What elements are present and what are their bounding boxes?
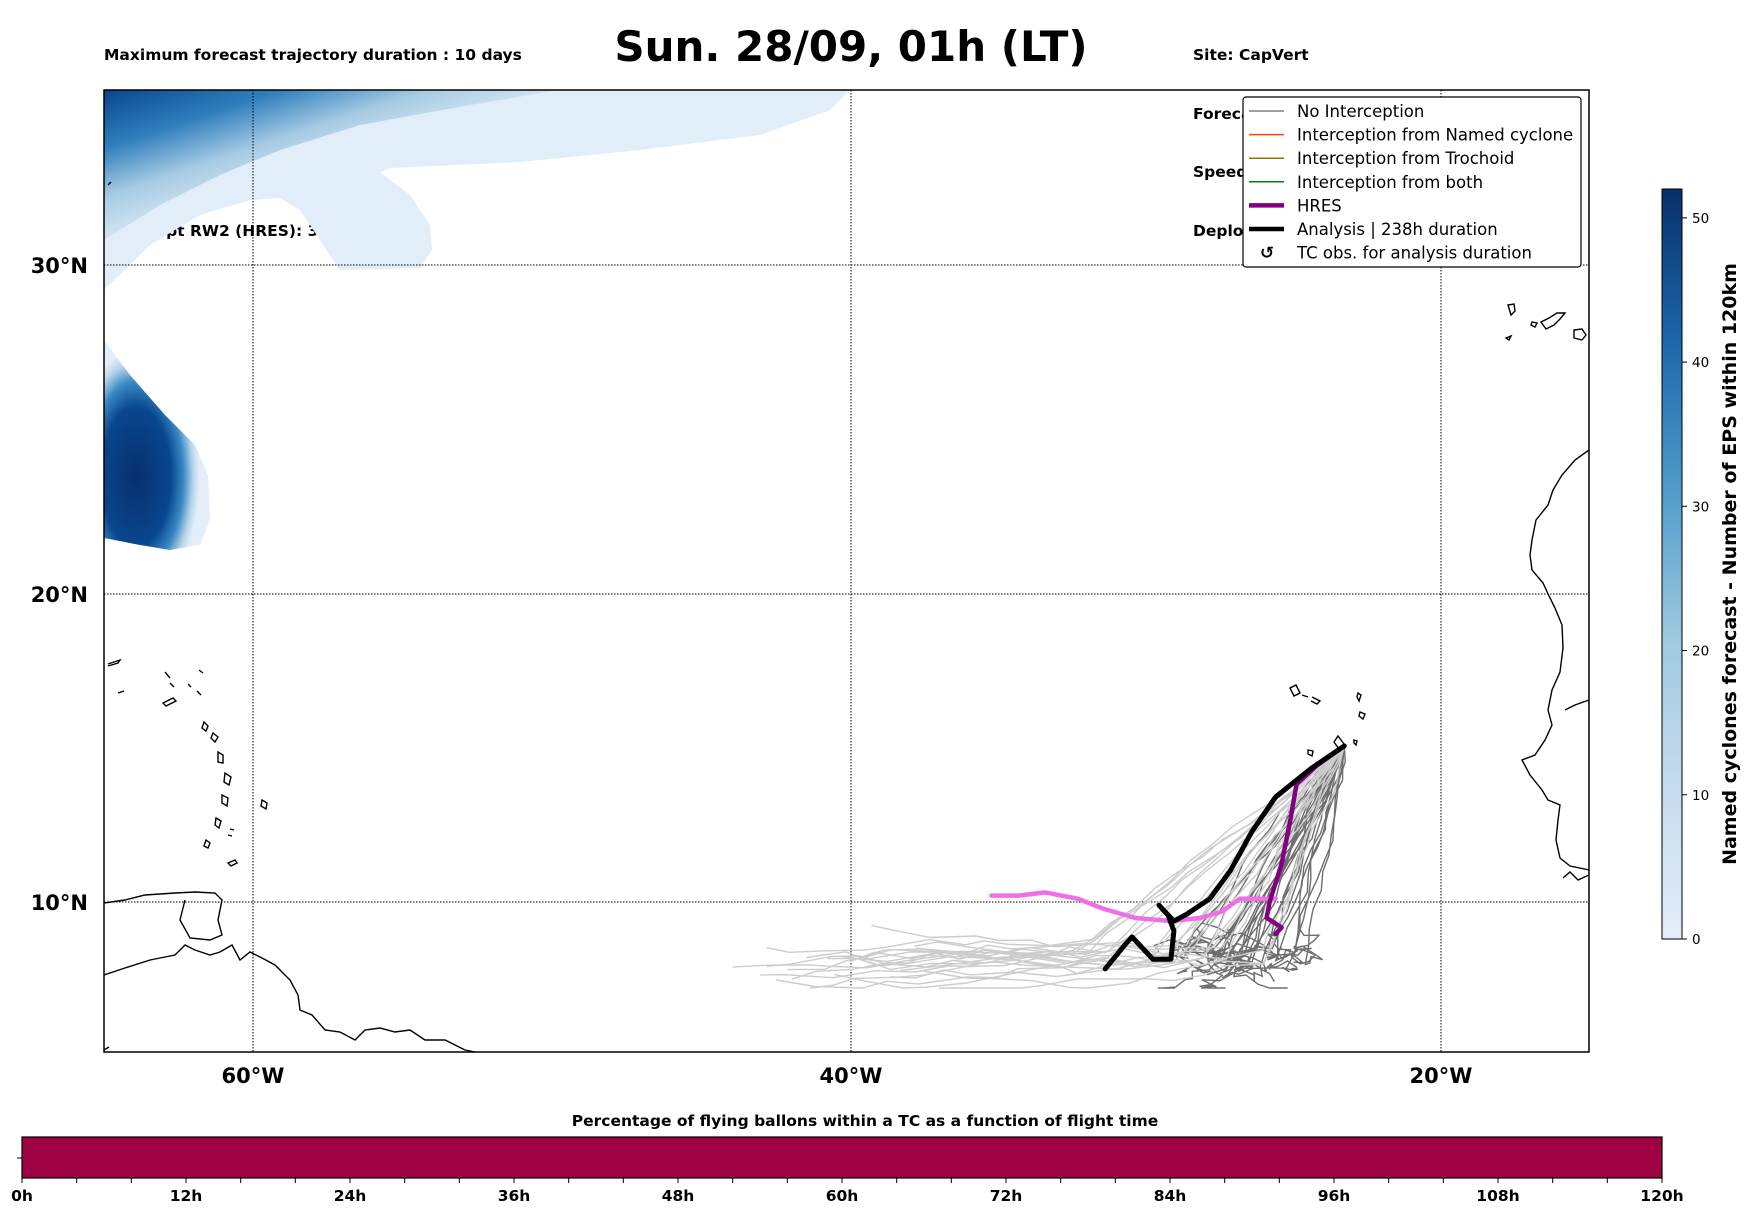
ensemble-trajectory [766,745,1345,954]
legend-label: Analysis | 238h duration [1297,220,1498,239]
legend-item: ↺ TC obs. for analysis duration [1260,244,1532,264]
percentage-bar-tick-label: 120h [1640,1187,1683,1205]
percentage-bar-tick-label: 84h [1154,1187,1187,1205]
ensemble-trajectory [1215,745,1345,973]
colorbar-tick-label: 20 [1692,644,1709,660]
hres-extension-trajectory [989,890,1278,924]
percentage-bar-tick-label: 72h [990,1187,1023,1205]
ensemble-trajectory [850,745,1345,966]
coastline-trinidad-venezuela [104,891,223,941]
percentage-bar-tick-label: 12h [170,1187,203,1205]
colorbar-label: Named cyclones forecast - Number of EPS … [1719,263,1741,865]
map-axes: 60°W 40°W 20°W 30°N 20°N 10°N No Interce… [31,89,1590,1088]
percentage-bar-tick-label: 60h [826,1187,859,1205]
percentage-bar-tick-label: 96h [1318,1187,1351,1205]
ensemble-trajectory [890,745,1345,979]
map-frame [103,89,1590,1053]
cyclone-density-band [104,90,560,240]
ensemble-trajectory [827,745,1345,967]
legend-label: No Interception [1297,102,1424,121]
cyclone-symbol-icon: ↺ [1260,244,1274,264]
percentage-bar [21,1136,1663,1179]
ensemble-trajectories [732,745,1346,989]
coastline-south-america [104,944,476,1052]
colorbar-tick-label: 10 [1692,788,1709,804]
legend-item: No Interception [1249,102,1424,121]
ytick-label-20n: 20°N [31,583,88,607]
percentage-bar-tick-label: 36h [498,1187,531,1205]
colorbar-gradient [1661,188,1683,940]
legend-label: Interception from Trochoid [1297,149,1514,168]
ytick-label-10n: 10°N [31,891,88,915]
coastline-cape-verde [1289,684,1366,758]
percentage-bar-tick-label: 108h [1476,1187,1519,1205]
legend-label: Interception from both [1297,173,1483,192]
xtick-label-60w: 60°W [222,1064,285,1088]
percentage-bar-tick-label: 24h [334,1187,367,1205]
xtick-label-20w: 20°W [1410,1064,1473,1088]
legend-label: TC obs. for analysis duration [1296,244,1532,263]
legend-item: HRES [1249,196,1342,215]
main-trajectories [989,743,1347,972]
legend-item: Analysis | 238h duration [1249,220,1498,239]
ensemble-trajectory [864,745,1345,957]
ensemble-trajectory [810,745,1345,989]
colorbar-tick-label: 40 [1692,355,1709,371]
max-duration-text: Maximum forecast trajectory duration : 1… [104,46,522,64]
ensemble-trajectory [834,745,1345,989]
ytick-label-30n: 30°N [31,254,88,278]
percentage-bar-tick-label: 0h [11,1187,33,1205]
legend-item: Interception from Named cyclone [1249,126,1573,145]
coastline-africa [1521,449,1589,881]
chart-title: Sun. 28/09, 01h (LT) [614,22,1088,71]
colorbar-tick-label: 50 [1692,211,1709,227]
ensemble-trajectory [732,745,1345,969]
xtick-label-40w: 40°W [820,1064,883,1088]
cyclone-density-blob [104,340,210,550]
ensemble-trajectory [923,745,1345,989]
ensemble-trajectory [1176,745,1345,976]
coastline-canary-islands [1504,303,1587,342]
colorbar-tick-label: 30 [1692,499,1709,515]
coastline-caribbean-islands [107,658,268,867]
ensemble-trajectory [939,745,1345,989]
legend-label: Interception from Named cyclone [1297,126,1573,145]
percentage-bar-title: Percentage of flying ballons within a TC… [572,1112,1159,1130]
ensemble-trajectory [759,745,1345,979]
legend-item: Interception from Trochoid [1249,149,1514,168]
ensemble-trajectory [1219,745,1345,979]
ensemble-trajectory [1266,745,1345,961]
axis-ticks: 60°W 40°W 20°W 30°N 20°N 10°N [31,254,1473,1088]
legend-item: Interception from both [1249,173,1483,192]
ensemble-trajectory [1157,745,1345,989]
ensemble-trajectory [766,745,1345,968]
analysis-trajectory [1102,743,1347,972]
legend: No Interception Interception from Named c… [1242,96,1582,268]
percentage-bar-tick-label: 48h [662,1187,695,1205]
colorbar-tick-label: 0 [1692,932,1701,948]
legend-box [1242,96,1582,268]
legend-label: HRES [1297,196,1342,215]
map-plot-area [104,90,1589,1052]
coastlines [104,181,1589,1052]
coastline-small-marks [104,181,112,1051]
colorbar: 0 10 20 30 40 50 Named cyclones forecast - Nu… [1661,188,1741,948]
percentage-bar-chart: Percentage of flying ballons within a TC… [11,1112,1684,1205]
site-text: Site: CapVert [1193,46,1309,64]
ensemble-trajectory [916,745,1345,957]
